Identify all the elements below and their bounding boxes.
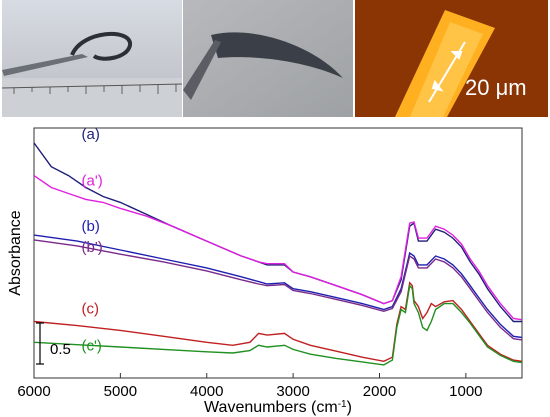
scale-bar-value: 0.5 (50, 341, 71, 358)
series-label-4: (c) (82, 300, 100, 317)
series-label-2: (b) (82, 218, 100, 235)
series-label-5: (c') (82, 337, 102, 354)
series-line-4 (33, 281, 523, 363)
bent-film (211, 32, 343, 78)
series-line-3 (33, 239, 523, 341)
ftir-chart: 6000 5000 4000 3000 2000 1000 (a)(a')(b)(b')(… (7, 126, 523, 417)
plot-frame (33, 127, 523, 379)
series-label-3: (b') (82, 239, 103, 256)
ruler-photo (2, 0, 182, 117)
x-tick-label: 1000 (449, 383, 482, 400)
series-labels: (a) (a') (b) (b') (c) (c') (82, 126, 103, 354)
x-tick-label: 3000 (276, 383, 309, 400)
series-line-1 (33, 175, 523, 321)
series-line-2 (33, 234, 523, 339)
x-tick-label: 6000 (17, 383, 50, 400)
x-tick-label: 2000 (363, 383, 396, 400)
x-tick-label: 4000 (190, 383, 223, 400)
scale-bar-arrows (428, 41, 466, 103)
rolled-film (70, 31, 132, 61)
x-tick-label: 5000 (104, 383, 137, 400)
fluorescence-photo: 20 μm (355, 0, 548, 117)
x-axis-label: Wavenumbers (cm-1) (204, 399, 352, 417)
x-axis-ticks: 6000 5000 4000 3000 2000 1000 (17, 373, 483, 400)
tweezers (183, 40, 221, 100)
ruler-ticks (13, 84, 177, 94)
y-axis-label: Absorbance (7, 210, 24, 295)
spectra-lines (33, 142, 523, 366)
scale-bar-label: 20 μm (465, 75, 527, 100)
series-line-5 (33, 284, 523, 366)
series-label-1: (a') (82, 173, 103, 190)
bent-film-photo (183, 0, 353, 117)
tweezers (2, 54, 88, 76)
scale-bar: 0.5 (36, 322, 71, 365)
series-label-0: (a) (82, 126, 100, 143)
